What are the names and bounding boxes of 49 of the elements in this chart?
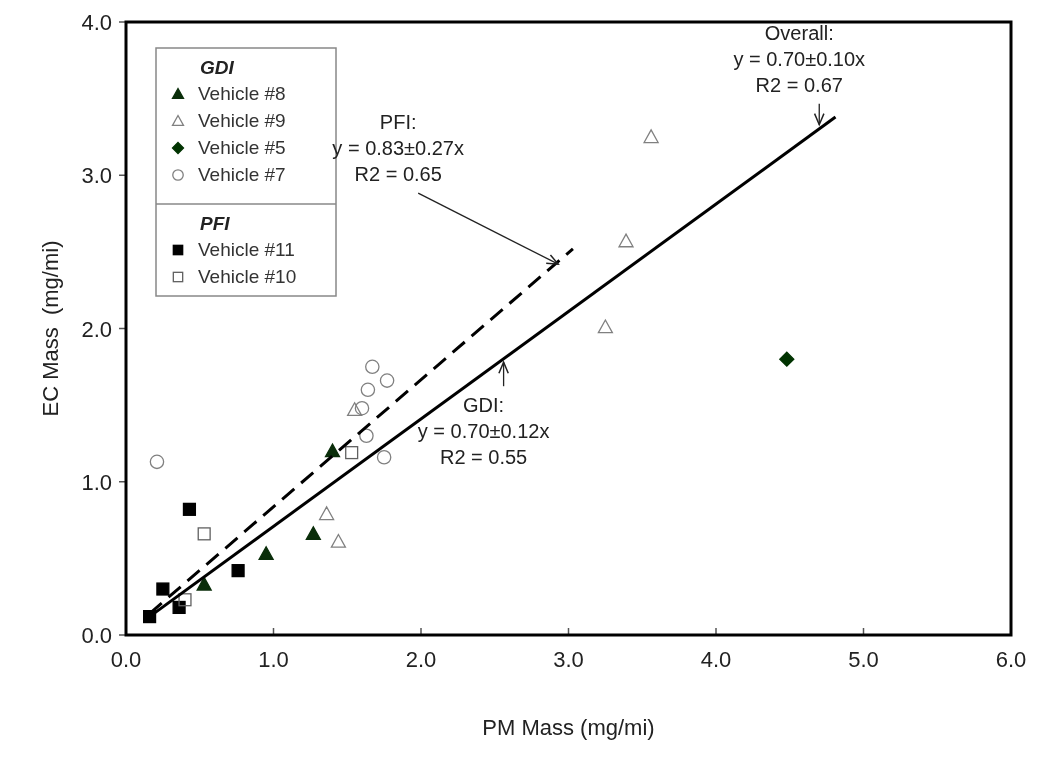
- x-tick-label: 4.0: [700, 647, 732, 672]
- point: [618, 233, 634, 248]
- point: [231, 564, 245, 578]
- x-tick-label: 2.0: [405, 647, 437, 672]
- annotation: Overall: y = 0.70±0.10x R2 = 0.67: [733, 21, 866, 96]
- point: [379, 373, 395, 388]
- y-tick-label: 4.0: [81, 10, 112, 35]
- x-tick-label: 1.0: [258, 647, 289, 672]
- x-tick-label: 3.0: [553, 647, 584, 672]
- point: [376, 449, 392, 465]
- point: [178, 593, 192, 607]
- x-tick-label: 5.0: [848, 647, 879, 672]
- point: [346, 402, 363, 416]
- annotation: GDI: y = 0.70±0.12x R2 = 0.55: [417, 394, 550, 469]
- point: [149, 454, 165, 470]
- point: [643, 129, 659, 144]
- annotation: GDI: [200, 57, 235, 78]
- point: [324, 443, 341, 458]
- point: [156, 582, 170, 596]
- legend-label: Vehicle #5: [198, 137, 286, 158]
- y-tick-label: 1.0: [81, 469, 112, 495]
- point: [197, 527, 211, 541]
- legend-label: Vehicle #10: [198, 266, 297, 287]
- y-axis-title: EC Mass (mg/mi): [38, 240, 63, 417]
- point: [318, 506, 335, 521]
- y-tick-label: 3.0: [81, 163, 112, 189]
- point: [345, 446, 359, 460]
- x-tick-label: 6.0: [995, 647, 1027, 672]
- point: [182, 502, 197, 516]
- legend-label: Vehicle #11: [198, 239, 295, 260]
- y-tick-label: 2.0: [81, 316, 112, 342]
- legend-label: Vehicle #8: [198, 83, 286, 104]
- point: [330, 533, 347, 548]
- legend-label: Vehicle #7: [198, 164, 286, 185]
- point: [360, 382, 376, 398]
- x-axis-title: PM Mass (mg/mi): [482, 715, 655, 740]
- point: [597, 319, 614, 334]
- annotation: PFI: [200, 213, 231, 234]
- annotation: PFI: y = 0.83±0.27x R2 = 0.65: [332, 111, 464, 186]
- point: [365, 359, 380, 375]
- point: [354, 400, 370, 416]
- legend-label: Vehicle #9: [198, 110, 286, 131]
- point: [779, 351, 795, 367]
- point: [359, 428, 374, 444]
- y-tick-label: 0.0: [81, 623, 112, 648]
- x-tick-label: 0.0: [110, 647, 142, 672]
- point: [305, 526, 321, 541]
- point: [258, 546, 274, 561]
- point: [196, 576, 212, 591]
